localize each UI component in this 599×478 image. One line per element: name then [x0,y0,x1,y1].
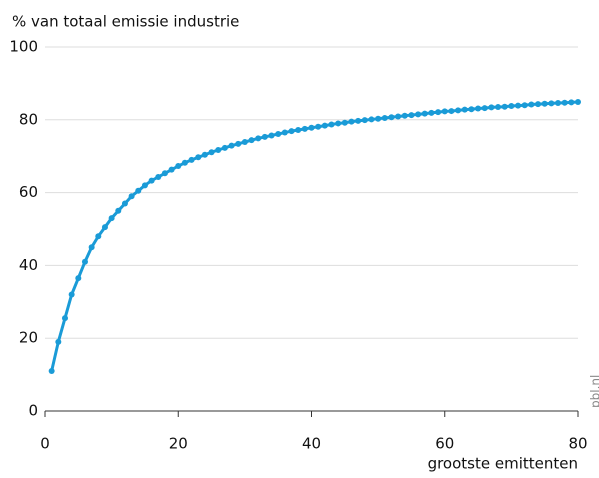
point [502,104,508,110]
point [89,244,95,250]
point [62,315,68,321]
point [262,134,268,140]
point [515,103,521,109]
point [202,152,208,158]
point [555,100,561,106]
point [562,100,568,106]
point [215,147,221,153]
x-axis-label: grootste emittenten [428,455,578,473]
point [142,182,148,188]
x-tick-label: 0 [40,435,50,453]
point [269,132,275,138]
point [109,215,115,221]
point [415,111,421,117]
point [255,135,261,141]
point [468,106,474,112]
point [482,105,488,111]
point [568,99,574,105]
point [368,116,374,122]
point [249,137,255,143]
point [422,111,428,117]
point [322,123,328,129]
y-tick-label: 0 [28,402,38,420]
point [82,259,88,265]
point [442,108,448,114]
point [575,99,581,105]
point [55,339,61,345]
y-tick-label: 40 [19,256,38,274]
point [175,163,181,169]
point [495,104,501,110]
y-tick-label: 60 [19,183,38,201]
point [535,101,541,107]
point [115,208,121,214]
point [149,178,155,184]
point [162,170,168,176]
point [189,157,195,163]
source: pbl.nl [589,375,599,408]
point [122,201,128,207]
point [362,117,368,123]
point [235,141,241,147]
point [195,154,201,160]
point [182,160,188,166]
x-tick-label: 60 [435,435,454,453]
point [275,131,281,137]
point [355,118,361,124]
x-tick-label: 40 [302,435,321,453]
point [388,114,394,120]
point [542,101,548,107]
point [135,188,141,194]
y-tick-label: 80 [19,110,38,128]
point [475,106,481,112]
x-tick-label: 80 [568,435,587,453]
point [522,102,528,108]
point [282,130,288,136]
point [488,104,494,110]
point [428,110,434,116]
point [395,114,401,120]
point [335,120,341,126]
point [129,193,135,199]
point [528,102,534,108]
point [342,120,348,126]
point [455,107,461,113]
point [302,126,308,132]
point [462,107,468,113]
point [448,108,454,114]
y-tick-label: 100 [9,38,38,56]
point [348,119,354,125]
point [102,224,108,230]
point [222,145,228,151]
point [315,124,321,130]
y-tick-label: 20 [19,329,38,347]
point [309,125,315,131]
point [435,109,441,115]
point [242,139,248,145]
x-tick-label: 20 [169,435,188,453]
chart-title: % van totaal emissie industrie [12,13,239,31]
point [69,292,75,298]
point [402,113,408,119]
point [75,275,81,281]
point [209,149,215,155]
point [289,128,295,134]
point [155,174,161,180]
point [169,167,175,173]
point [375,116,381,122]
line [52,102,578,371]
point [382,115,388,121]
point [508,103,514,109]
point [408,112,414,118]
point [229,143,235,149]
point [328,122,334,128]
point [295,127,301,133]
point [49,368,55,374]
point [95,233,101,239]
point [548,100,554,106]
